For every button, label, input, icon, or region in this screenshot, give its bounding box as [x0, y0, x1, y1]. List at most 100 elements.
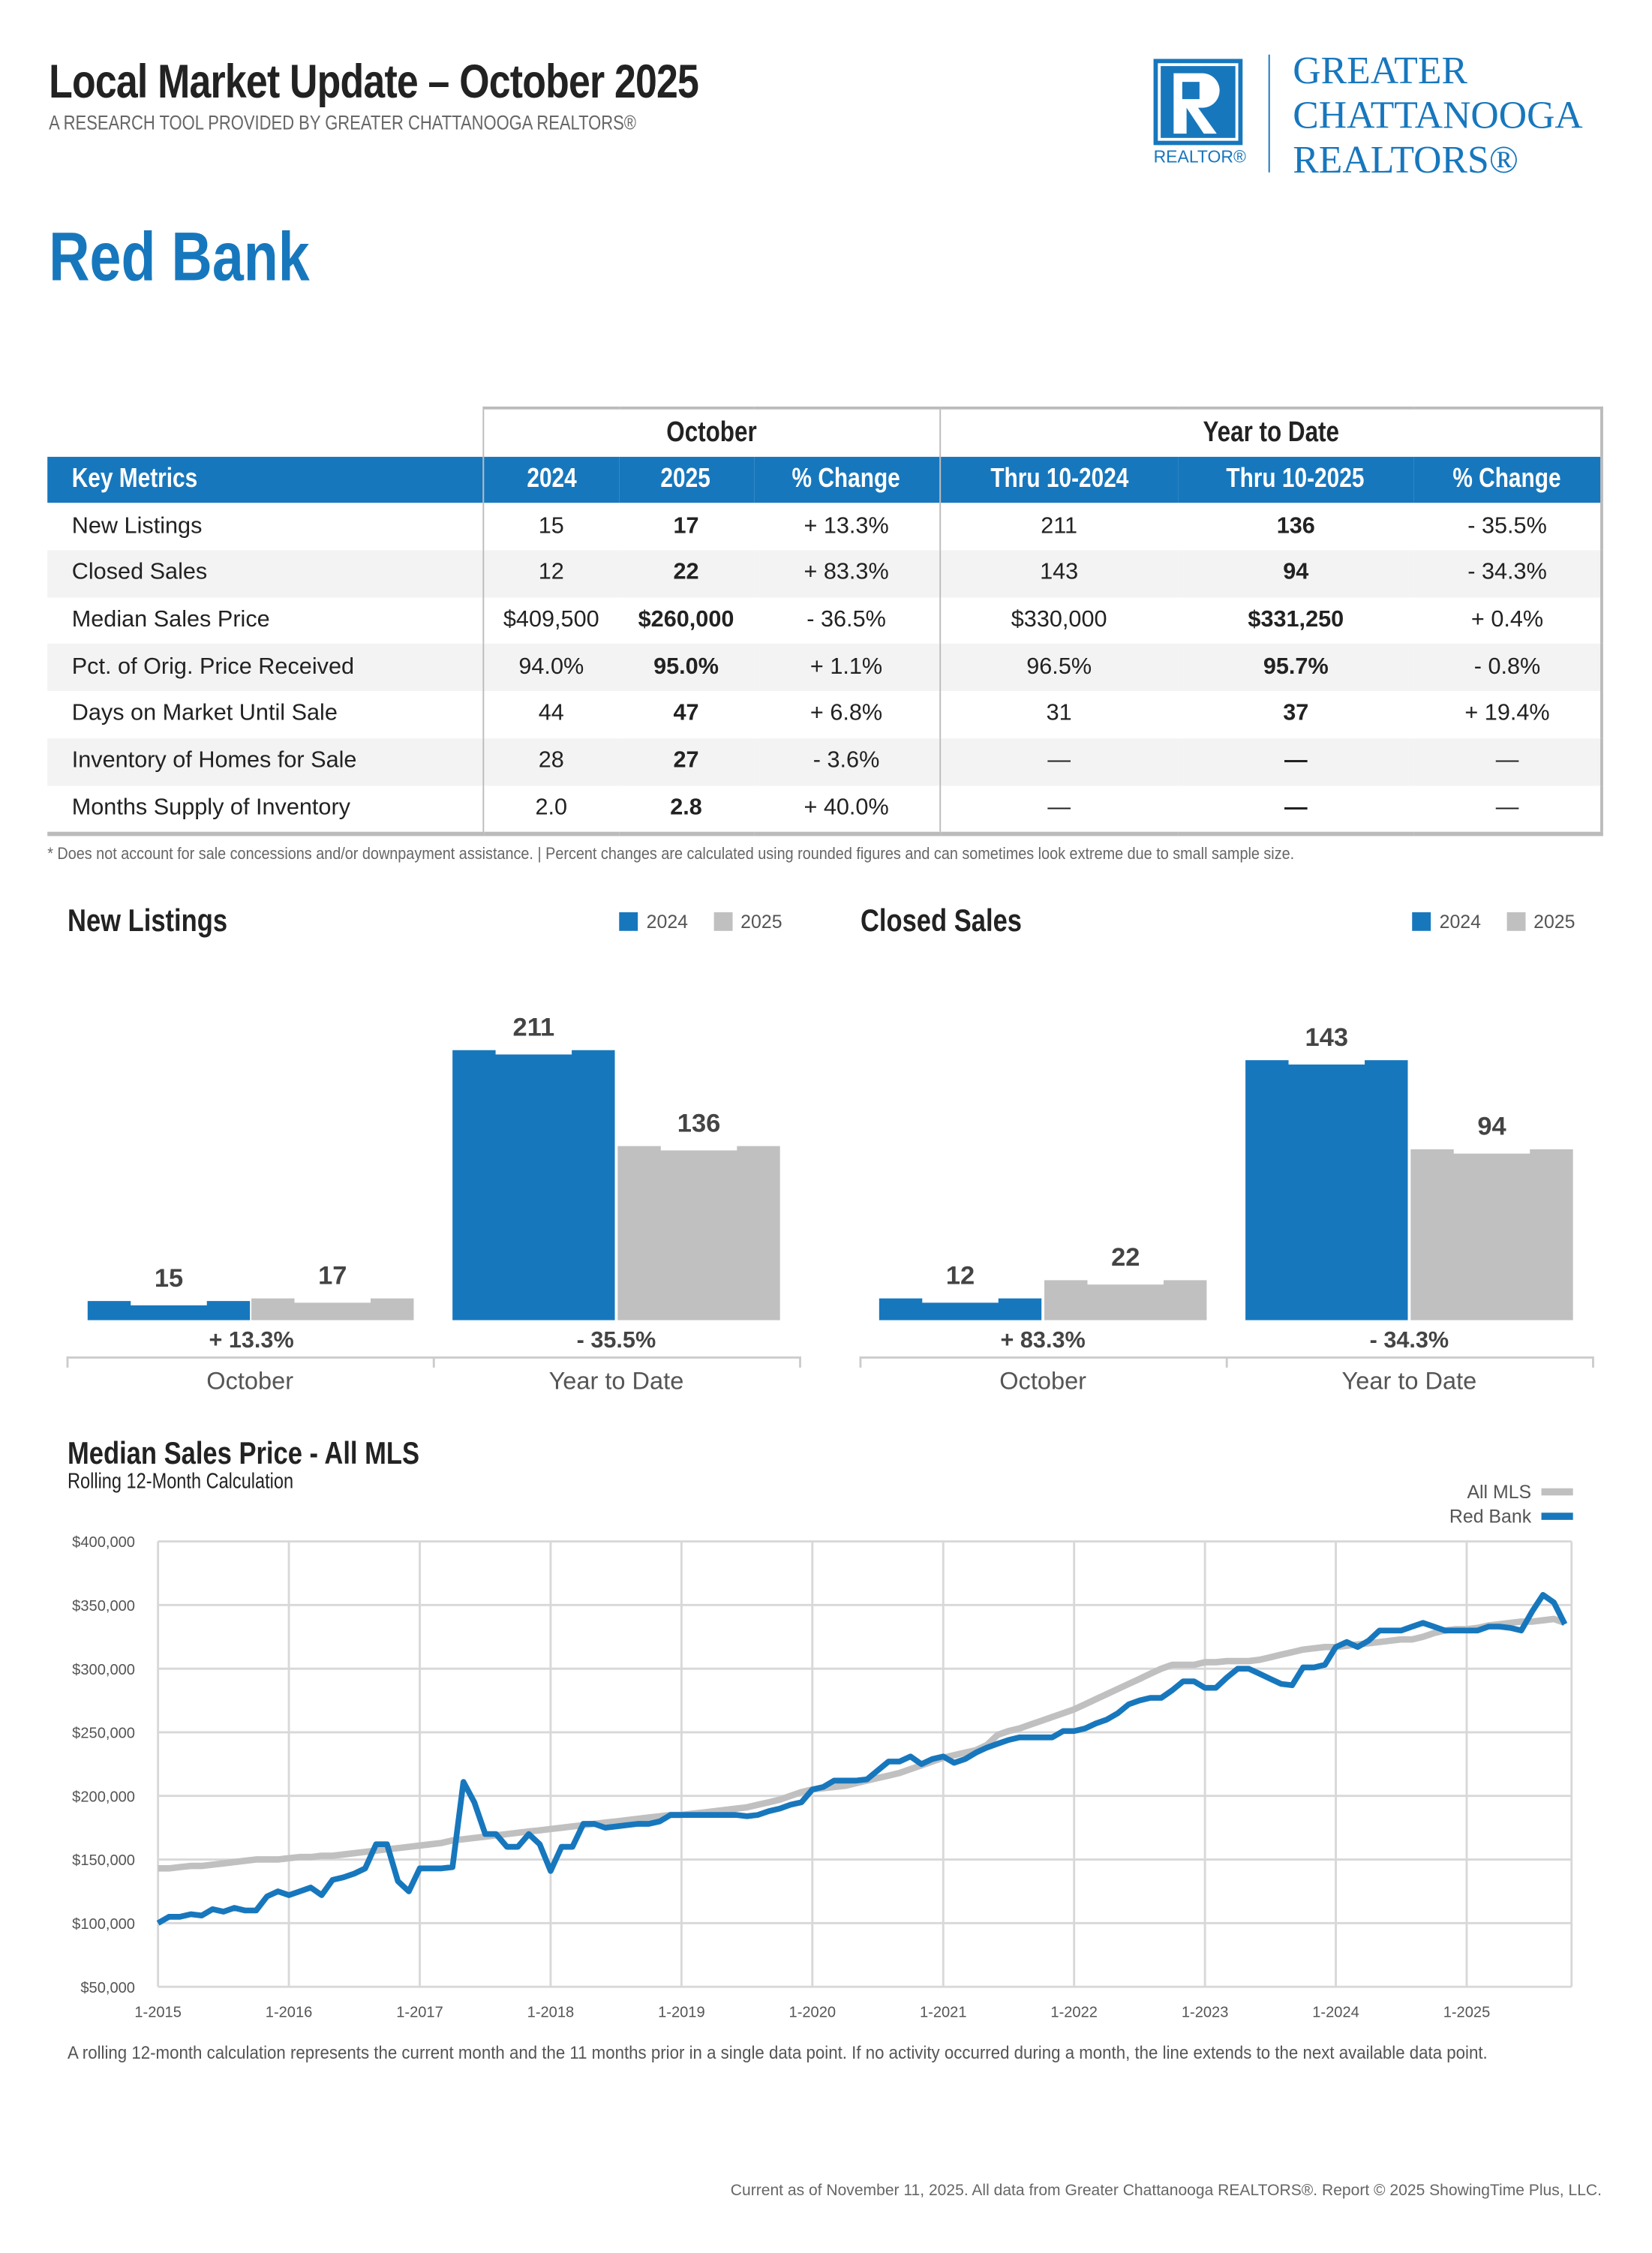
change-label: + 83.3%: [1001, 1327, 1086, 1353]
bar-value-label: 143: [1305, 1023, 1348, 1052]
greater-chattanooga-realtors-logo: REALTOR® GREATER CHATTANOOGA REALTORS®: [1153, 49, 1628, 184]
category-label: Year to Date: [549, 1368, 684, 1395]
change-label-bg: [553, 1324, 680, 1353]
metric-name: New Listings: [71, 513, 203, 539]
metric-value: - 35.5%: [1414, 503, 1603, 551]
bar-value-label: 22: [1111, 1243, 1140, 1272]
column-header: Thru 10-2024: [939, 456, 1178, 503]
y-tick-label: $250,000: [72, 1726, 135, 1742]
x-tick-label: 1-2016: [266, 2004, 313, 2020]
logo-name-line: CHATTANOOGA: [1293, 93, 1583, 137]
metric-value: 2.8: [618, 785, 754, 837]
metric-name: Closed Sales: [47, 550, 483, 598]
realtor-mark-text: REALTOR®: [1153, 146, 1246, 167]
logo-name-line: GREATER: [1293, 49, 1467, 92]
x-tick-label: 1-2021: [920, 2004, 967, 2020]
metric-value: 136: [1276, 513, 1315, 539]
logo-name: GREATER CHATTANOOGA REALTORS®: [1293, 49, 1582, 182]
bar-2024: [1245, 1060, 1408, 1320]
x-tick-label: 1-2024: [1312, 2004, 1359, 2020]
bar-value-label: 211: [513, 1014, 555, 1042]
legend-swatch-2025: [1506, 912, 1525, 931]
table-row: Months Supply of Inventory 2.0 2.8 + 40.0% —…: [47, 785, 1603, 837]
report-subtitle: A RESEARCH TOOL PROVIDED BY GREATER CHAT…: [49, 110, 637, 134]
metric-value: 31: [939, 691, 1178, 738]
bar-charts: 15 17 + 13.3% October 211 136 - 35.5% Year to D…: [66, 1014, 1594, 1395]
x-tick-label: 1-2025: [1443, 2004, 1491, 2020]
metric-value: + 1.1%: [753, 644, 940, 692]
change-label-bg: [1346, 1324, 1473, 1353]
bar-2024: [879, 1298, 1042, 1320]
metric-value: - 34.3%: [1414, 550, 1603, 598]
metric-value: + 40.0%: [753, 785, 940, 837]
metric-name: Median Sales Price: [71, 608, 270, 632]
legend-label: Red Bank: [1449, 1507, 1532, 1528]
rolling-calc-note: A rolling 12-month calculation represent…: [67, 2042, 1488, 2063]
y-tick-label: $400,000: [72, 1534, 135, 1551]
table-row: Median Sales Price $409,500 $260,000 - 36.5…: [47, 597, 1603, 644]
table-row: Inventory of Homes for Sale 28 27- 3.6% — — —: [47, 737, 1603, 786]
metric-value: + 0.4%: [1414, 597, 1603, 644]
bar-2024: [452, 1050, 615, 1320]
metric-value: —: [1177, 737, 1415, 786]
metric-value: $409,500: [482, 597, 619, 644]
metric-value: 2.0: [482, 785, 619, 837]
median-price-line-chart: $50,000 $100,000 $150,000 $200,000 $250,000 $…: [72, 1482, 1573, 2020]
metric-name: Inventory of Homes for Sale: [47, 737, 483, 786]
legend-swatch-2025: [713, 912, 732, 931]
column-header: % Change: [1414, 456, 1603, 503]
y-tick-label: $350,000: [72, 1598, 135, 1615]
change-label: - 34.3%: [1370, 1327, 1449, 1353]
bar-value-label: 136: [677, 1110, 720, 1138]
metric-value: $331,250: [1248, 608, 1344, 632]
metric-value: 211: [939, 503, 1178, 551]
category-axis: [859, 1356, 1594, 1368]
median-price-title: Median Sales Price - All MLS: [67, 1434, 420, 1471]
metric-value: —: [939, 737, 1178, 786]
table-row: New Listings 15 17 + 13.3% 211 136 - 35.5%: [47, 503, 1603, 551]
metric-value: 37: [1283, 701, 1309, 726]
category-label: Year to Date: [1342, 1368, 1477, 1395]
metric-value: $330,000: [939, 597, 1178, 644]
table-row: Pct. of Orig. Price Received 94.0% 95.0% + …: [47, 644, 1603, 692]
report-footer: Current as of November 11, 2025. All dat…: [730, 2182, 1602, 2200]
metric-value: - 0.8%: [1414, 644, 1603, 692]
bar-2025: [1044, 1280, 1207, 1320]
table-row: Closed Sales 12 22 + 83.3% 143 94- 34.3%: [47, 550, 1603, 598]
logo-name-line: REALTORS®: [1293, 137, 1519, 182]
group-header-october: October: [482, 406, 940, 457]
key-metrics-table: October Year to Date Key Metrics 2024 2025…: [47, 406, 1603, 837]
metric-value: 143: [939, 550, 1178, 598]
median-price-subtitle: Rolling 12-Month Calculation: [67, 1469, 294, 1494]
x-tick-label: 1-2017: [396, 2004, 443, 2020]
legend-swatch-2024: [619, 912, 638, 931]
metric-value: 94.0%: [482, 644, 619, 692]
closed-sales-legend: 2024 2025: [1392, 911, 1575, 933]
metric-value: + 83.3%: [753, 550, 940, 598]
bar-value-label: 17: [318, 1262, 347, 1290]
metric-value: 22: [618, 550, 754, 598]
series-line-all-mls: [158, 1615, 1566, 1872]
metric-value: —: [1177, 785, 1415, 837]
x-tick-label: 1-2020: [789, 2004, 837, 2020]
metric-value: 12: [482, 550, 619, 598]
metric-value: 28: [482, 737, 619, 786]
closed-sales-title: Closed Sales: [860, 902, 1022, 939]
x-tick-label: 1-2015: [134, 2004, 182, 2020]
column-header: Key Metrics: [47, 456, 483, 503]
metric-value: - 36.5%: [806, 608, 886, 632]
category-label: October: [206, 1368, 293, 1395]
metric-value: + 13.3%: [803, 513, 889, 539]
metric-value: 95.7%: [1177, 644, 1415, 692]
table-footnote: * Does not account for sale concessions …: [47, 846, 1295, 864]
category-label: October: [999, 1368, 1086, 1395]
metric-value: —: [1414, 785, 1603, 837]
change-label-bg: [979, 1324, 1107, 1353]
new-listings-title: New Listings: [67, 902, 228, 939]
report-title: Local Market Update – October 2025: [49, 54, 699, 108]
table-header-row: Key Metrics 2024 2025% Change Thru 10-2024 T…: [47, 456, 1603, 503]
metric-value: 95.0%: [618, 644, 754, 692]
bar-2024: [87, 1301, 251, 1320]
x-tick-label: 1-2019: [658, 2004, 705, 2020]
metric-value: $260,000: [638, 608, 734, 632]
